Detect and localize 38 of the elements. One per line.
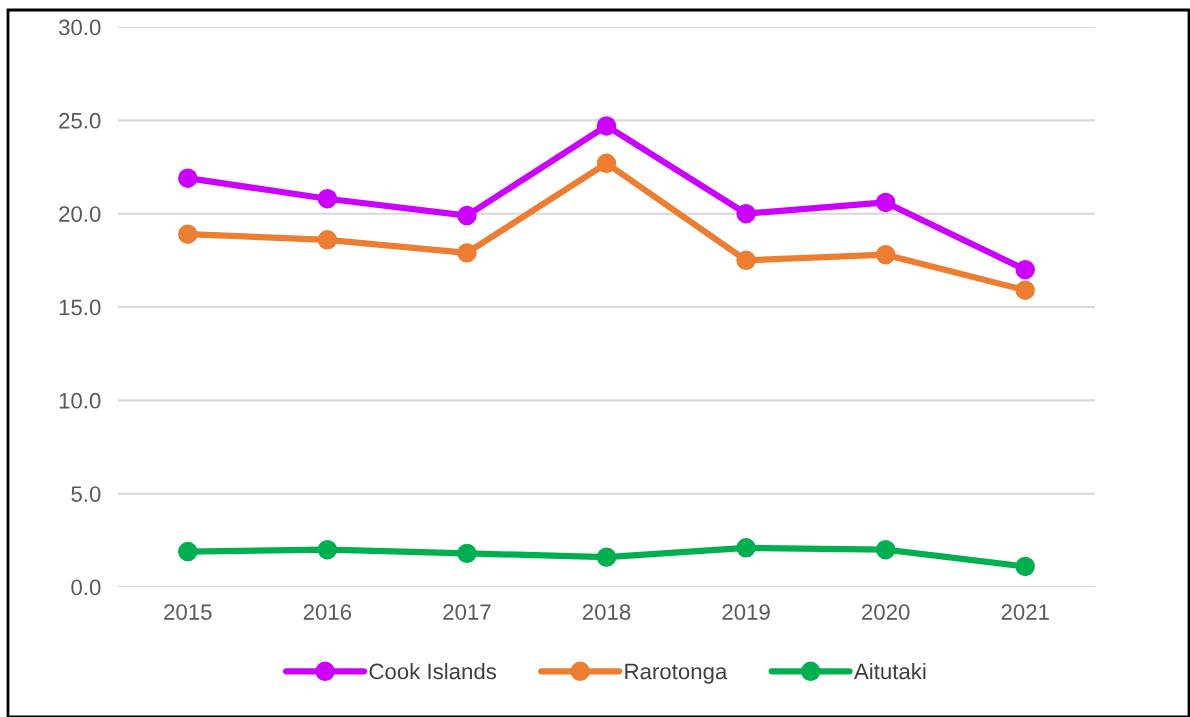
point <box>317 539 338 560</box>
point <box>736 203 756 224</box>
y-tick-label: 10.0 <box>59 392 101 409</box>
point <box>178 541 198 562</box>
point <box>317 189 338 209</box>
x-tick-label: 2019 <box>722 604 770 620</box>
point <box>736 538 756 558</box>
point <box>875 539 896 560</box>
point <box>1015 556 1035 577</box>
point <box>457 243 477 263</box>
point <box>178 224 198 244</box>
point <box>457 543 477 564</box>
x-tick-label: 2018 <box>582 604 631 620</box>
x-tick-label: 2016 <box>303 604 352 620</box>
legend-label: Rarotonga <box>625 663 728 684</box>
y-tick-label: 0.0 <box>71 579 101 596</box>
point <box>1015 280 1035 300</box>
y-tick-label: 20.0 <box>59 206 101 222</box>
point <box>317 230 338 250</box>
legend-label: Aitutaki <box>854 663 926 680</box>
x-tick-label: 2017 <box>443 604 491 620</box>
y-tick-label: 5.0 <box>71 486 101 502</box>
point <box>736 250 756 271</box>
x-tick-label: 2020 <box>862 604 910 620</box>
y-tick-label: 30.0 <box>58 19 101 36</box>
y-tick-label: 25.0 <box>59 112 101 129</box>
x-tick-label: 2015 <box>164 604 212 620</box>
point <box>1015 259 1035 280</box>
point <box>457 205 477 226</box>
legend-label: Cook Islands <box>369 663 497 680</box>
point <box>875 245 896 265</box>
point <box>596 116 617 136</box>
point <box>875 192 896 213</box>
x-tick-label: 2021 <box>1001 604 1049 620</box>
y-tick-label: 15.0 <box>59 299 101 316</box>
point <box>596 547 617 567</box>
point <box>178 168 198 188</box>
point <box>596 153 617 173</box>
